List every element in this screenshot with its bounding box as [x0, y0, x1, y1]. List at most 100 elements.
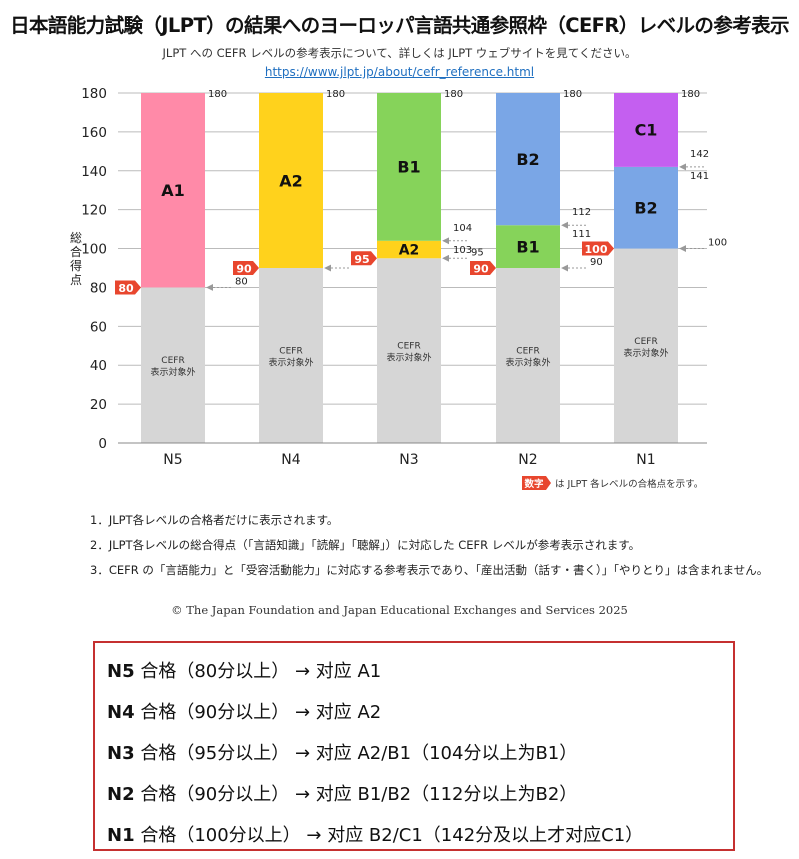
boundary-label: 111 — [572, 229, 591, 240]
summary-row: N4 合格（90分以上） → 对应 A2 — [95, 692, 733, 733]
bar-segment-none — [496, 268, 560, 443]
pass-mark-badge — [351, 251, 377, 266]
x-tick-label: N4 — [281, 452, 300, 468]
boundary-label: 180 — [326, 89, 345, 100]
bar-segment-label: B1 — [516, 237, 539, 256]
reference-link[interactable]: https://www.jlpt.jp/about/cefr_reference… — [264, 65, 535, 79]
summary-row: N3 合格（95分以上） → 对应 A2/B1（104分以上为B1） — [95, 733, 733, 774]
boundary-label: 103 — [453, 245, 472, 256]
copyright: © The Japan Foundation and Japan Educati… — [171, 603, 628, 617]
y-tick-label: 20 — [90, 397, 107, 413]
summary-text: 合格（95分以上） → 对应 A2/B1（104分以上为B1） — [134, 743, 578, 764]
pass-mark-badge — [115, 280, 141, 295]
summary-level: N5 — [107, 661, 135, 682]
y-tick-label: 140 — [81, 164, 107, 180]
bar-segment-B2 — [614, 166, 678, 249]
y-tick-label: 0 — [98, 436, 107, 452]
summary-row: N2 合格（90分以上） → 对应 B1/B2（112分以上为B2） — [95, 774, 733, 815]
pass-mark-value: 90 — [473, 263, 489, 276]
bar-segment-label: A2 — [399, 243, 420, 259]
bar-segment-B2 — [496, 93, 560, 226]
pass-mark-badge — [233, 261, 259, 275]
bar-segment-A2 — [377, 240, 441, 259]
summary-level: N2 — [107, 784, 135, 805]
bar-segment-none — [377, 258, 441, 443]
bar-segment-label: CEFR — [397, 342, 420, 352]
bar-segment-label: 表示対象外 — [268, 357, 313, 369]
summary-text: 合格（90分以上） → 对应 A2 — [134, 702, 382, 723]
summary-text: 合格（100分以上） → 对应 B2/C1（142分及以上才对应C1） — [134, 825, 644, 846]
y-tick-label: 160 — [81, 125, 107, 141]
summary-level: N1 — [107, 825, 135, 846]
bar-segment-B1 — [496, 225, 560, 268]
pass-mark-value: 80 — [118, 282, 134, 295]
bar-segment-label: 表示対象外 — [150, 366, 195, 378]
pass-mark-value: 90 — [236, 263, 252, 276]
subtitle: JLPT への CEFR レベルの参考表示について、詳しくは JLPT ウェブサ… — [162, 46, 637, 60]
bar-segment-none — [141, 287, 205, 443]
boundary-label: 180 — [444, 89, 463, 100]
note-item: 1．JLPT各レベルの合格者だけに表示されます。 — [90, 513, 339, 527]
bar-segment-label: CEFR — [161, 356, 184, 366]
y-tick-label: 40 — [90, 358, 107, 374]
bar-segment-label: CEFR — [516, 347, 539, 357]
bar-segment-label: B1 — [397, 158, 420, 177]
bar-segment-label: A2 — [279, 171, 303, 190]
x-tick-label: N5 — [163, 452, 182, 468]
boundary-label: 180 — [563, 89, 582, 100]
boundary-label: 142 — [690, 149, 709, 160]
pass-mark-value: 100 — [585, 243, 608, 256]
page-title: 日本語能力試験（JLPT）の結果へのヨーロッパ言語共通参照枠（CEFR）レベルの… — [10, 14, 789, 37]
bar-segment-C1 — [614, 93, 678, 167]
y-tick-label: 180 — [81, 86, 107, 102]
y-tick-label: 100 — [81, 242, 107, 258]
bar-segment-A2 — [259, 93, 323, 268]
notes-list: 1．JLPT各レベルの合格者だけに表示されます。 2．JLPT各レベルの総合得点… — [90, 512, 768, 587]
summary-row: N5 合格（80分以上） → 对应 A1 — [95, 651, 733, 692]
bar-segment-none — [614, 248, 678, 443]
bar-segment-label: 表示対象外 — [623, 347, 668, 359]
summary-text: 合格（80分以上） → 对应 A1 — [134, 661, 382, 682]
bar-segment-label: CEFR — [634, 337, 657, 347]
pass-mark-badge — [582, 241, 614, 256]
boundary-label: 95 — [471, 247, 484, 258]
pass-mark-value: 95 — [354, 253, 369, 266]
x-tick-label: N2 — [518, 452, 537, 468]
y-axis-label: 得 — [70, 258, 82, 273]
boundary-label: 80 — [235, 276, 248, 287]
boundary-label: 100 — [708, 238, 727, 249]
x-tick-label: N3 — [399, 452, 418, 468]
note-item: 2．JLPT各レベルの総合得点（「言語知識」「読解」「聴解」）に対応した CEF… — [90, 538, 641, 552]
boundary-label: 180 — [681, 89, 700, 100]
boundary-label: 112 — [572, 207, 591, 218]
bar-segment-label: CEFR — [279, 347, 302, 357]
summary-level: N4 — [107, 702, 135, 723]
note-item: 3．CEFR の「言語能力」と「受容活動能力」に対応する参考表示であり、「産出活… — [90, 563, 769, 577]
legend-badge-text: 数字 — [523, 478, 544, 490]
summary-level: N3 — [107, 743, 135, 764]
x-tick-label: N1 — [636, 452, 655, 468]
boundary-label: 104 — [453, 223, 472, 234]
boundary-label: 141 — [690, 171, 709, 182]
y-tick-label: 60 — [90, 319, 107, 335]
bar-segment-A1 — [141, 93, 205, 288]
bar-segment-none — [259, 268, 323, 443]
pass-mark-badge — [470, 261, 496, 275]
bar-segment-label: 表示対象外 — [505, 357, 550, 369]
summary-text: 合格（90分以上） → 对应 B1/B2（112分以上为B2） — [134, 784, 578, 805]
bar-segment-label: B2 — [634, 198, 657, 217]
summary-box: N5 合格（80分以上） → 对应 A1 N4 合格（90分以上） → 对应 A… — [93, 641, 735, 851]
boundary-label: 180 — [208, 89, 227, 100]
cefr-chart: 020406080100120140160180総合得点CEFR表示対象外A11… — [70, 86, 727, 490]
legend-badge — [522, 476, 551, 490]
bar-segment-B1 — [377, 93, 441, 241]
y-axis-label: 総 — [70, 231, 82, 245]
boundary-label: 90 — [590, 257, 603, 268]
bar-segment-label: C1 — [635, 121, 658, 140]
bar-segment-label: A1 — [161, 181, 185, 200]
y-axis-label: 点 — [70, 273, 82, 287]
y-axis-label: 合 — [70, 244, 82, 259]
y-tick-label: 80 — [90, 280, 107, 296]
y-tick-label: 120 — [81, 203, 107, 219]
summary-row: N1 合格（100分以上） → 对应 B2/C1（142分及以上才对应C1） — [95, 815, 733, 856]
